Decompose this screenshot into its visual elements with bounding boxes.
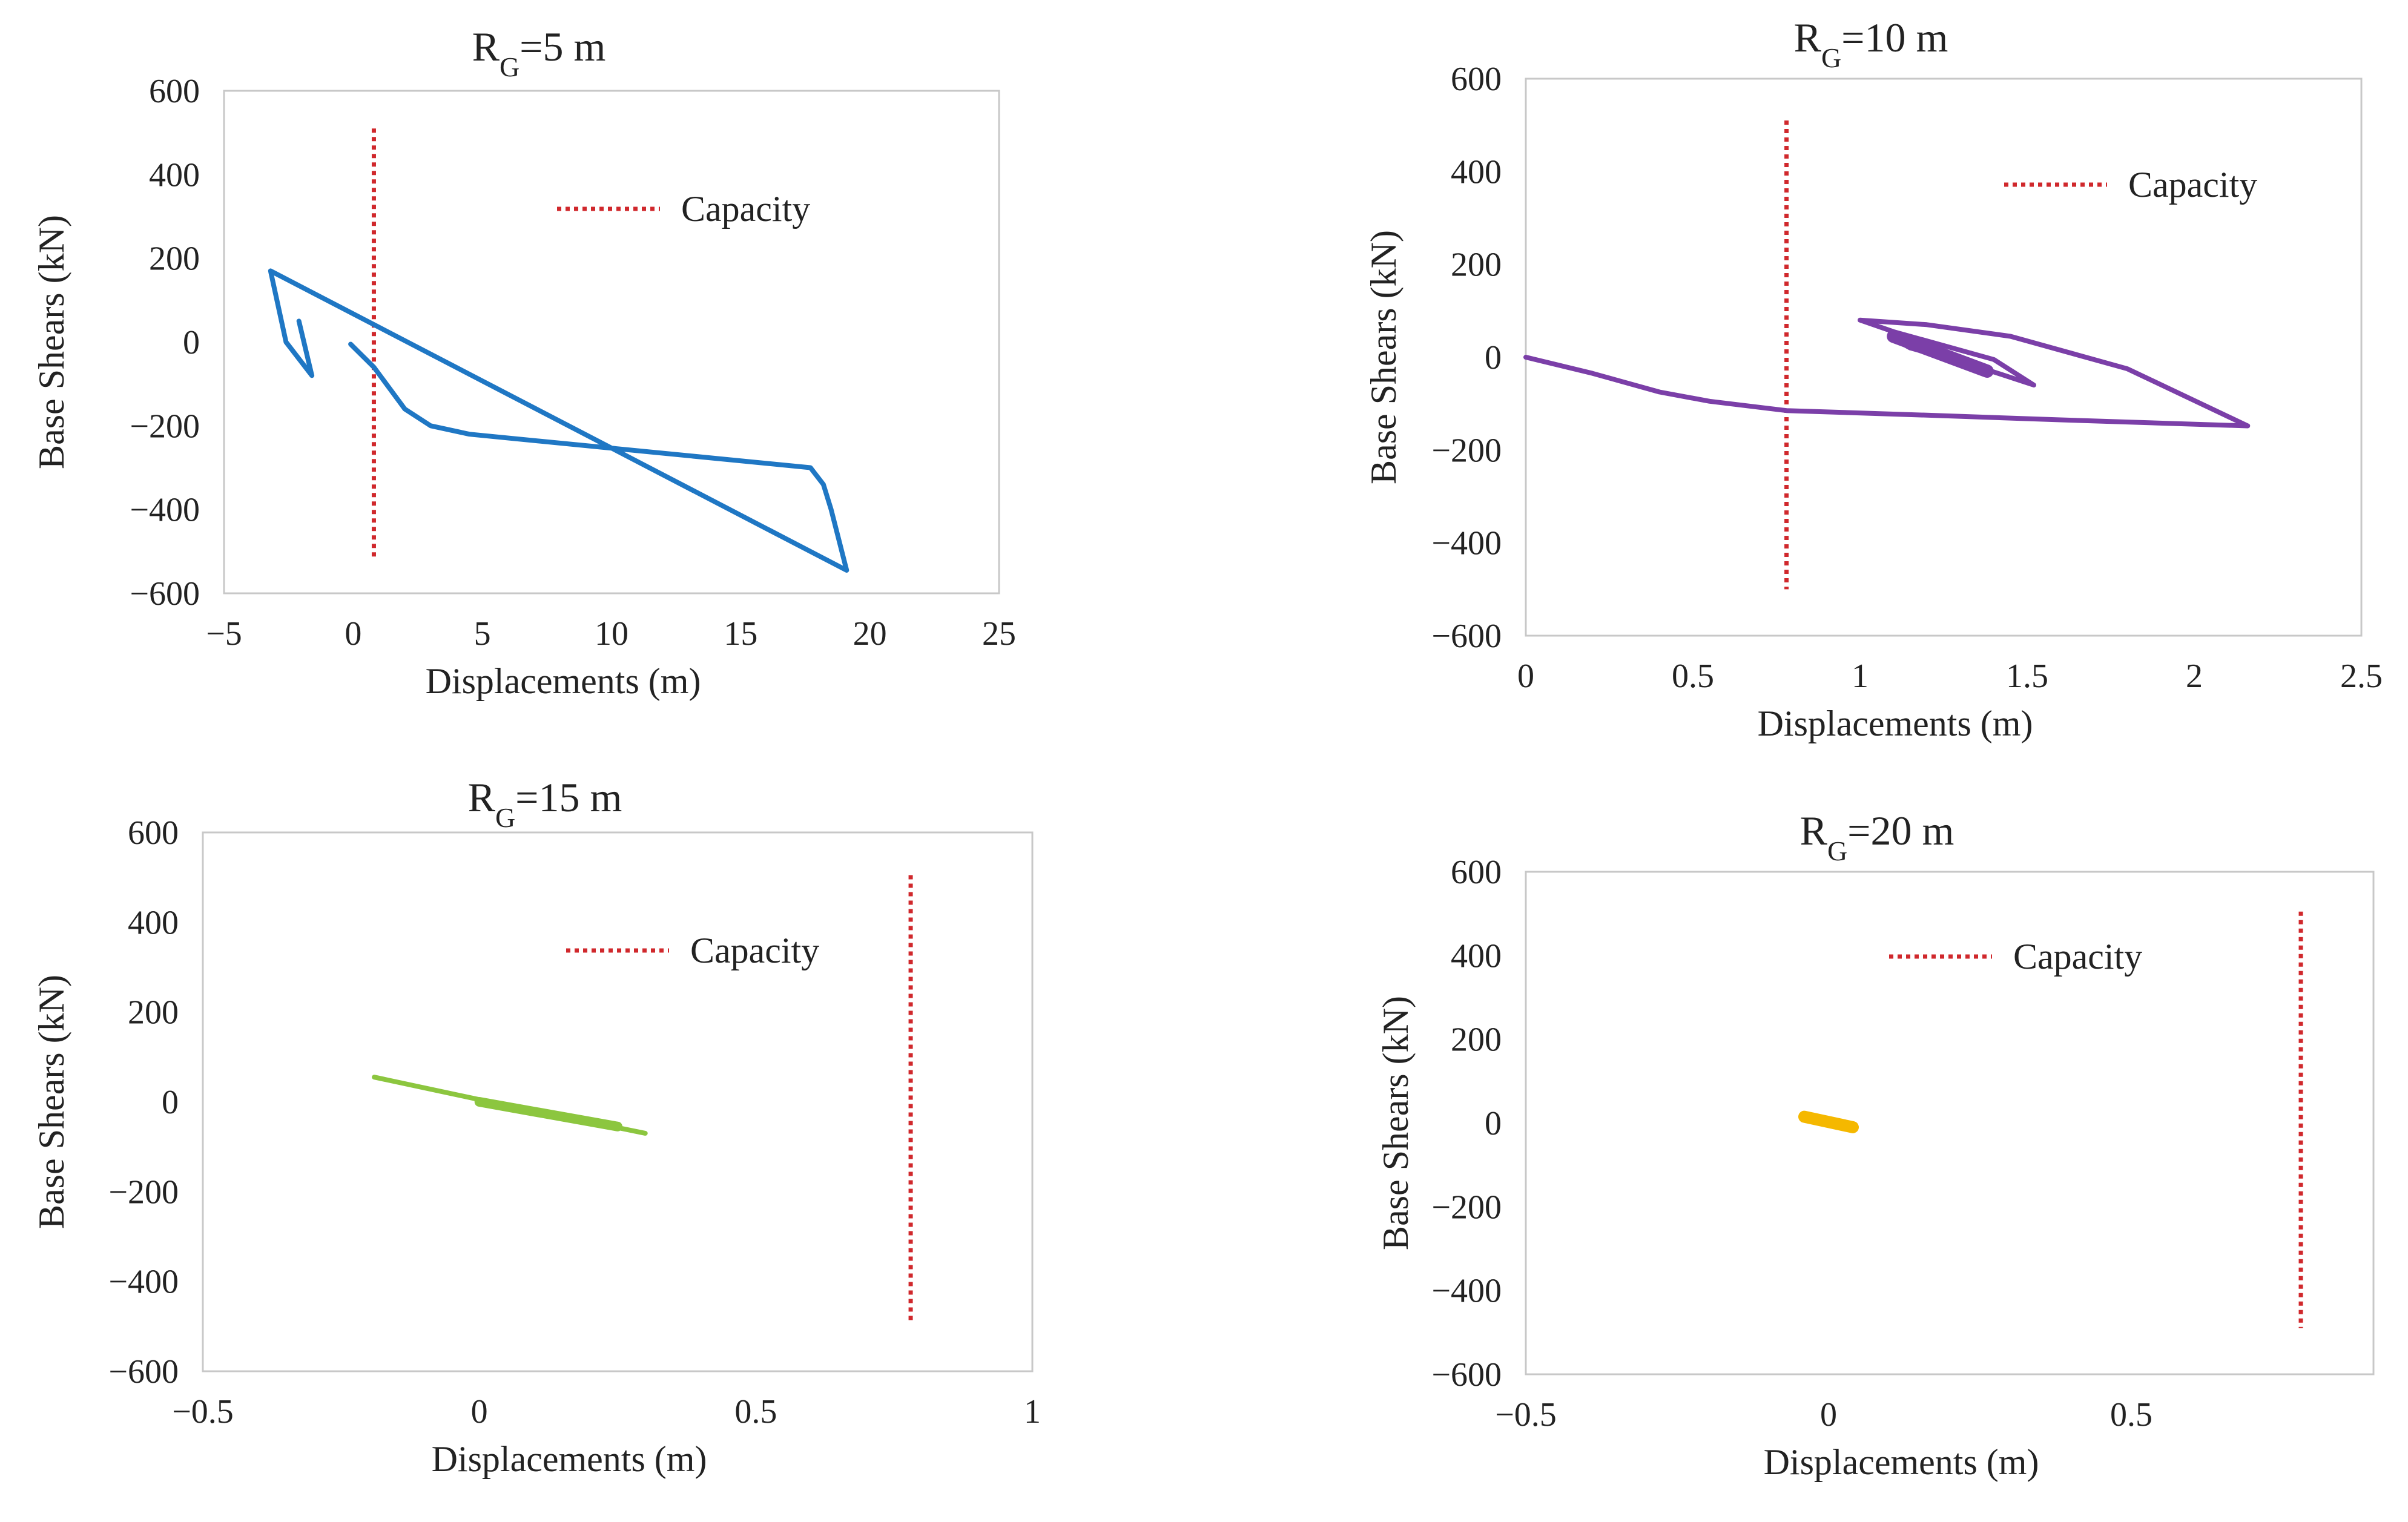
x-axis-title: Displacements (m): [1758, 703, 2033, 743]
x-axis-title: Displacements (m): [432, 1439, 707, 1479]
x-tick-label: 10: [595, 615, 628, 653]
y-tick-label: 200: [1451, 1021, 1502, 1059]
y-tick-label: 200: [128, 994, 179, 1032]
y-tick-label: 600: [1451, 854, 1502, 891]
y-axis-title: Base Shears (kN): [1376, 996, 1416, 1250]
legend: Capacity: [557, 189, 810, 229]
y-tick-label: 0: [1485, 339, 1502, 377]
chart-svg: RG=10 m 600 400 200 0 −200 −400 −600 0 0.5 1 1.5 2 2.…: [1364, 15, 2383, 743]
x-tick-label: 2.5: [2340, 657, 2383, 695]
series-response-dense: [474, 1097, 622, 1132]
chart-title: RG=15 m: [468, 774, 622, 833]
y-tick-label: 200: [149, 240, 200, 278]
x-tick-label: 15: [724, 615, 757, 653]
x-tick-label: 1: [1852, 657, 1869, 695]
y-axis-title: Base Shears (kN): [1364, 230, 1404, 484]
x-tick-label: 20: [853, 615, 887, 653]
x-tick-label: 1.5: [2006, 657, 2048, 695]
x-tick-label: 0.5: [734, 1393, 777, 1431]
plot-area: [202, 831, 1034, 1372]
legend-label: Capacity: [690, 931, 819, 970]
y-tick-label: −600: [108, 1353, 179, 1391]
x-tick-label: 0: [1820, 1396, 1837, 1434]
chart-title: RG=10 m: [1794, 15, 1948, 73]
y-tick-label: 0: [183, 324, 200, 361]
x-tick-label: −0.5: [1495, 1396, 1557, 1434]
chart-rg-15: RG=15 m 600 400 200 0 −200 −400 −600 −0.5 0 0.5 1 Di…: [0, 757, 1066, 1519]
x-tick-label: 25: [982, 615, 1016, 653]
y-tick-label: −200: [108, 1173, 179, 1211]
x-tick-label: −0.5: [172, 1393, 234, 1431]
y-tick-label: −600: [1431, 618, 1502, 655]
chart-rg-20: RG=20 m 600 400 200 0 −200 −400 −600 −0.5 0 0.5 Dis…: [1344, 757, 2408, 1519]
y-tick-label: 200: [1451, 246, 1502, 284]
y-tick-label: −400: [108, 1263, 179, 1301]
y-tick-label: −200: [130, 407, 200, 445]
y-tick-label: −200: [1431, 432, 1502, 469]
legend-label: Capacity: [2128, 165, 2257, 205]
x-axis-title: Displacements (m): [426, 661, 701, 701]
y-tick-label: 400: [149, 156, 200, 194]
chart-svg: RG=20 m 600 400 200 0 −200 −400 −600−0.5 0 0.5 Dis…: [1376, 808, 2375, 1482]
x-tick-label: −5: [206, 615, 242, 653]
series-response: [1798, 1110, 1859, 1133]
y-tick-label: 600: [128, 814, 179, 852]
y-tick-label: 0: [162, 1084, 179, 1121]
y-tick-label: 600: [1451, 61, 1502, 98]
legend-label: Capacity: [681, 189, 810, 229]
y-tick-label: 0: [1485, 1105, 1502, 1142]
plot-area: [223, 90, 1000, 595]
y-tick-label: 600: [149, 73, 200, 110]
chart-title: RG=20 m: [1800, 808, 1954, 866]
legend: Capacity: [2004, 165, 2257, 205]
y-tick-label: −400: [130, 492, 200, 529]
chart-rg-5: RG=5 m 600 400 200 0 −200 −400 −600 −5 0 5 10 15 20 25…: [0, 0, 1029, 757]
y-tick-label: 400: [1451, 937, 1502, 975]
x-tick-label: 0: [471, 1393, 488, 1431]
x-tick-label: 0: [345, 615, 361, 653]
x-tick-label: 0: [1517, 657, 1534, 695]
y-tick-label: −600: [130, 575, 200, 613]
chart-svg: RG=5 m 600 400 200 0 −200 −400 −600−5 0 5 10 15 20 25…: [31, 24, 1016, 701]
x-tick-label: 0.5: [2110, 1396, 2152, 1434]
series-response: [1523, 317, 2251, 429]
chart-title: RG=5 m: [472, 24, 606, 82]
chart-rg-10: RG=10 m 600 400 200 0 −200 −400 −600 0 0.5 1 1.5 2 2.…: [1332, 0, 2408, 757]
series-response-dense: [1887, 329, 1994, 378]
y-axis-title: Base Shears (kN): [31, 975, 71, 1229]
y-tick-label: −600: [1431, 1356, 1502, 1394]
series-response: [268, 268, 849, 573]
y-tick-label: 400: [128, 904, 179, 941]
x-axis-title: Displacements (m): [1764, 1442, 2039, 1482]
legend: Capacity: [1889, 937, 2142, 977]
chart-svg: RG=15 m 600 400 200 0 −200 −400 −600−0.5 0 0.5 1 Di…: [31, 774, 1041, 1479]
y-tick-label: −400: [1431, 1273, 1502, 1310]
y-tick-label: −400: [1431, 525, 1502, 562]
y-axis-title: Base Shears (kN): [31, 215, 71, 469]
legend: Capacity: [566, 931, 819, 970]
x-tick-label: 5: [474, 615, 491, 653]
x-tick-label: 2: [2186, 657, 2203, 695]
legend-label: Capacity: [2013, 937, 2142, 977]
y-tick-label: −200: [1431, 1188, 1502, 1226]
x-tick-label: 0.5: [1672, 657, 1714, 695]
x-tick-label: 1: [1024, 1393, 1041, 1431]
plot-area: [1525, 871, 2375, 1375]
y-tick-label: 400: [1451, 153, 1502, 191]
